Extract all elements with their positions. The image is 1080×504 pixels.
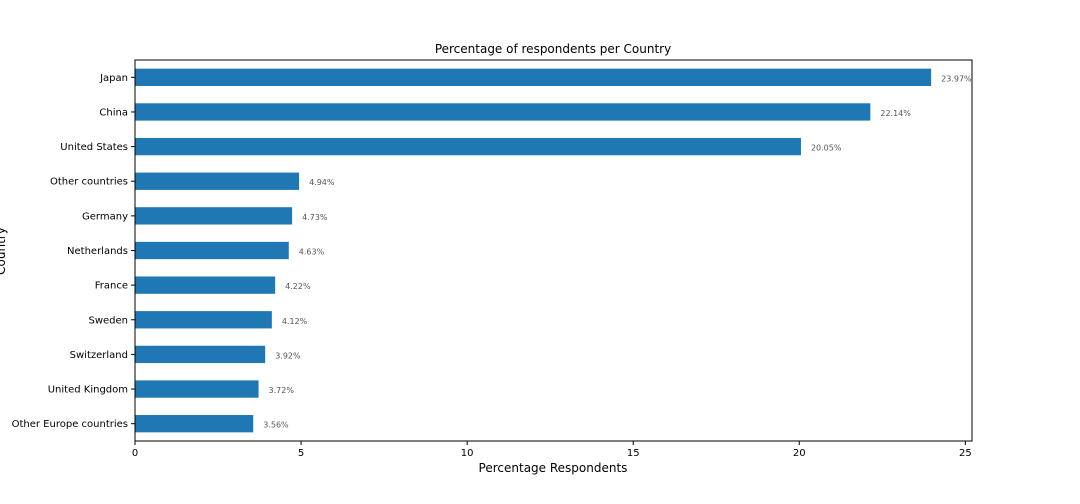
data-label: 4.94% xyxy=(309,178,335,187)
y-tick-label: Germany xyxy=(82,211,128,222)
plot-area-frame xyxy=(134,59,973,442)
bar-sweden xyxy=(135,311,272,329)
y-tick-label: Japan xyxy=(99,73,128,84)
data-label: 4.63% xyxy=(299,248,325,257)
data-label: 20.05% xyxy=(811,144,842,153)
y-tick-label: China xyxy=(99,107,128,118)
x-tick-label: 25 xyxy=(959,448,972,459)
data-label: 3.92% xyxy=(275,351,301,360)
x-tick-label: 0 xyxy=(132,448,138,459)
x-tick-label: 5 xyxy=(298,448,304,459)
y-tick-label: Sweden xyxy=(88,315,128,326)
y-tick-label: Switzerland xyxy=(70,350,128,361)
y-tick-label: Netherlands xyxy=(67,246,128,257)
y-tick-label: United States xyxy=(60,142,128,153)
bar-other-countries xyxy=(135,172,300,190)
data-label: 3.72% xyxy=(269,386,295,395)
chart-title: Percentage of respondents per Country xyxy=(435,42,671,56)
x-tick-label: 15 xyxy=(627,448,640,459)
bar-germany xyxy=(135,207,293,225)
data-label: 4.12% xyxy=(282,317,308,326)
x-tick-label: 10 xyxy=(461,448,474,459)
bar-netherlands xyxy=(135,241,289,260)
bar-france xyxy=(135,276,276,294)
y-tick-label: Other Europe countries xyxy=(12,419,128,430)
bar-other-europe-countries xyxy=(135,415,254,433)
data-labels-group: 23.97% 22.14% 20.05% 4.94% 4.73% 4.63% 4.22% 4.… xyxy=(263,74,972,429)
x-axis-ticks: 0 5 10 15 20 25 xyxy=(132,441,972,459)
bar-united-states xyxy=(135,137,801,156)
y-tick-label: France xyxy=(95,281,128,292)
y-axis-label: Country xyxy=(0,227,8,275)
data-label: 3.56% xyxy=(263,421,289,430)
data-label: 22.14% xyxy=(880,109,911,118)
data-label: 4.22% xyxy=(285,282,311,291)
data-label: 23.97% xyxy=(941,74,972,83)
bar-china xyxy=(135,103,871,121)
x-axis-label: Percentage Respondents xyxy=(479,461,628,475)
bar-united-kingdom xyxy=(135,380,259,398)
y-axis-ticks: Japan China United States Other countries Ge… xyxy=(12,73,135,430)
y-tick-label: United Kingdom xyxy=(48,385,128,396)
y-tick-label: Other countries xyxy=(50,177,128,188)
data-label: 4.73% xyxy=(302,213,328,222)
bars-group xyxy=(135,68,932,433)
bar-japan xyxy=(135,68,932,86)
x-tick-label: 20 xyxy=(793,448,806,459)
bar-switzerland xyxy=(135,345,266,364)
